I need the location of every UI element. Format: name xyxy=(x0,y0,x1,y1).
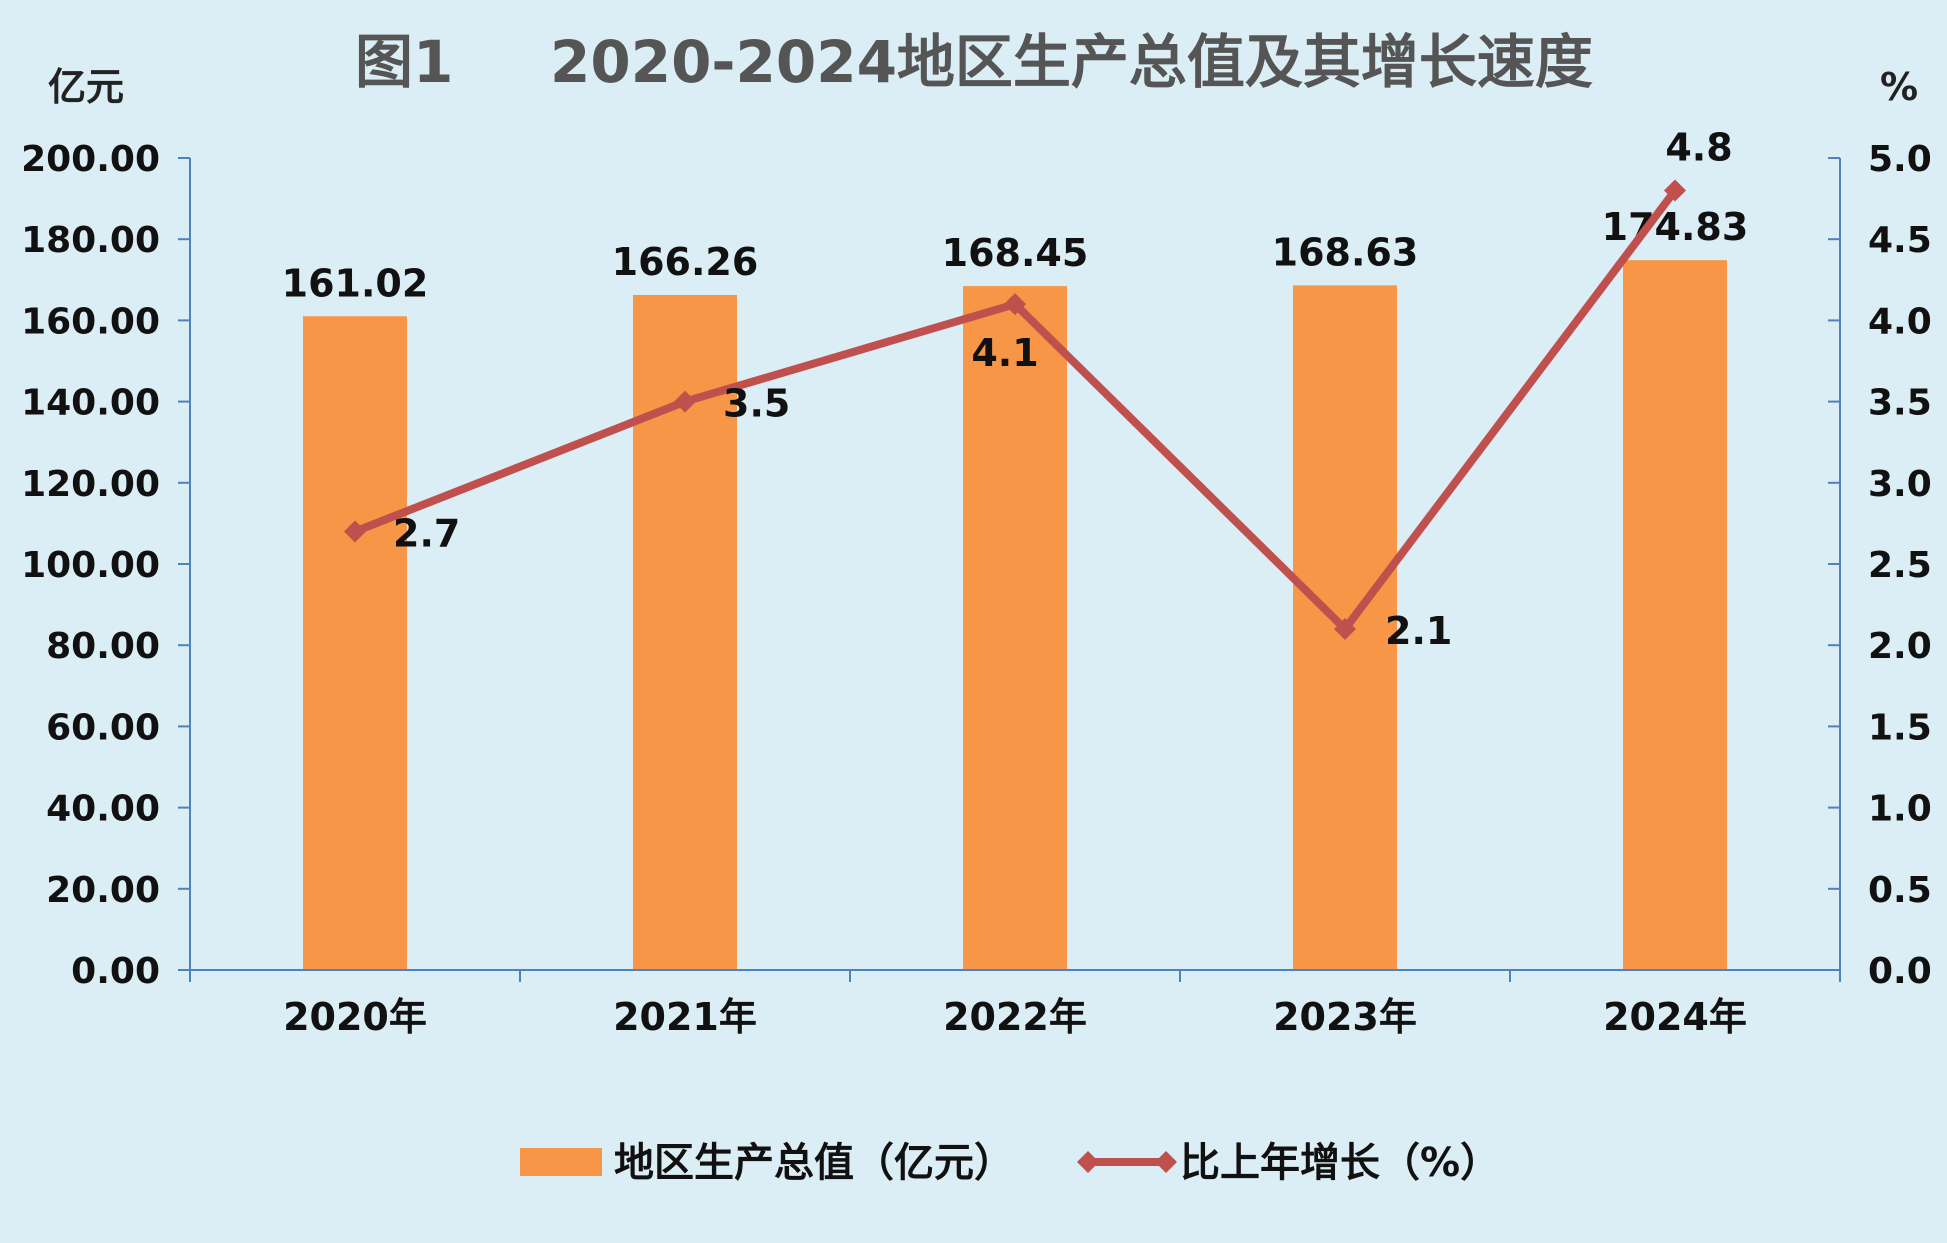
growth-point xyxy=(344,520,366,543)
chart-title-prefix: 图1 xyxy=(355,28,453,96)
bar-data-label: 161.02 xyxy=(282,261,429,305)
right-axis: 0.0 0.5 1.0 1.5 2.0 2.5 3.0 3.5 4.0 4.5 5.0 xyxy=(1828,139,1932,992)
right-axis-tick-label: 4.5 xyxy=(1868,220,1932,261)
bar-series: 161.02 166.26 168.45 168.63 174.83 xyxy=(282,205,1749,971)
left-axis: 0.00 20.00 40.00 60.00 80.00 100.00 120.00 140.… xyxy=(21,139,191,992)
right-axis-tick-label: 2.5 xyxy=(1868,545,1932,586)
bar xyxy=(303,316,407,970)
left-axis-tick-label: 140.00 xyxy=(21,383,160,424)
legend-line-marker xyxy=(1077,1151,1099,1173)
growth-point xyxy=(674,390,696,413)
legend-line-marker xyxy=(1155,1151,1177,1173)
x-axis-tick-label: 2024年 xyxy=(1603,995,1747,1039)
left-axis-unit: 亿元 xyxy=(48,65,124,109)
growth-point xyxy=(1664,179,1686,202)
right-axis-tick-label: 0.0 xyxy=(1868,951,1932,992)
legend-bar-label: 地区生产总值（亿元） xyxy=(614,1140,1014,1186)
left-axis-tick-label: 0.00 xyxy=(71,951,160,992)
right-axis-tick-label: 3.0 xyxy=(1868,464,1932,505)
right-axis-tick-label: 1.0 xyxy=(1868,789,1932,830)
left-axis-tick-label: 100.00 xyxy=(21,545,160,586)
growth-point xyxy=(1334,617,1356,640)
left-axis-tick-label: 200.00 xyxy=(21,139,160,180)
bar-data-label: 168.63 xyxy=(1272,230,1419,274)
growth-data-label: 2.1 xyxy=(1385,609,1452,653)
growth-data-label: 2.7 xyxy=(393,512,460,556)
line-series: 2.7 3.5 4.1 2.1 4.8 xyxy=(344,125,1733,653)
right-axis-tick-label: 4.0 xyxy=(1868,301,1932,342)
x-axis-tick-label: 2020年 xyxy=(283,995,427,1039)
right-axis-tick-label: 1.5 xyxy=(1868,707,1932,748)
x-axis: 2020年 2021年 2022年 2023年 2024年 xyxy=(189,969,1841,1039)
right-axis-tick-label: 2.0 xyxy=(1868,626,1932,667)
legend: 地区生产总值（亿元） 比上年增长（%） xyxy=(520,1140,1500,1186)
right-axis-tick-label: 3.5 xyxy=(1868,383,1932,424)
bar xyxy=(963,286,1067,970)
x-axis-tick-label: 2021年 xyxy=(613,995,757,1039)
growth-data-label: 4.1 xyxy=(971,331,1038,375)
left-axis-tick-label: 20.00 xyxy=(46,870,160,911)
legend-line-label: 比上年增长（%） xyxy=(1180,1140,1500,1186)
bar-data-label: 174.83 xyxy=(1602,205,1749,249)
bar xyxy=(1623,260,1727,970)
left-axis-tick-label: 160.00 xyxy=(21,301,160,342)
bar-data-label: 166.26 xyxy=(612,240,759,284)
left-axis-tick-label: 60.00 xyxy=(46,707,160,748)
bar-data-label: 168.45 xyxy=(942,231,1089,275)
x-axis-tick-label: 2022年 xyxy=(943,995,1087,1039)
x-axis-tick-label: 2023年 xyxy=(1273,995,1417,1039)
left-axis-tick-label: 40.00 xyxy=(46,789,160,830)
left-axis-tick-label: 180.00 xyxy=(21,220,160,261)
growth-data-label: 3.5 xyxy=(723,382,790,426)
left-axis-tick-label: 80.00 xyxy=(46,626,160,667)
left-axis-tick-label: 120.00 xyxy=(21,464,160,505)
right-axis-tick-label: 0.5 xyxy=(1868,870,1932,911)
legend-bar-swatch xyxy=(520,1148,602,1176)
right-axis-tick-label: 5.0 xyxy=(1868,139,1932,180)
growth-data-label: 4.8 xyxy=(1665,125,1732,169)
chart-title: 2020-2024地区生产总值及其增长速度 xyxy=(550,28,1593,96)
growth-point xyxy=(1004,293,1026,316)
right-axis-unit: % xyxy=(1880,65,1918,109)
